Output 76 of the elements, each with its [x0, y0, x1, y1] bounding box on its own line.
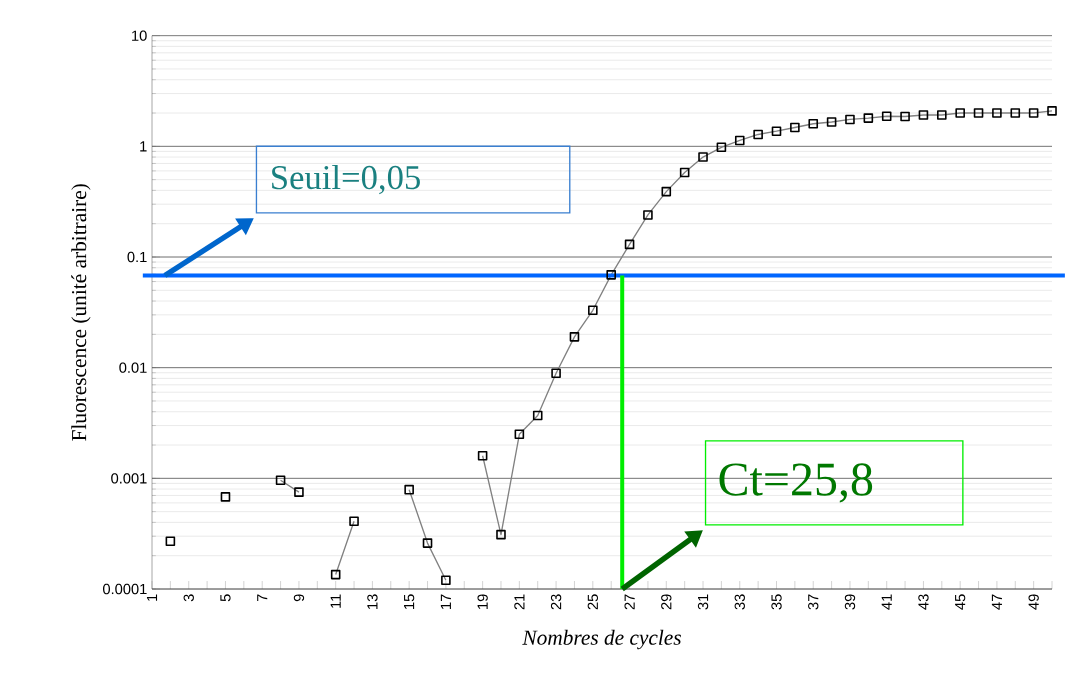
x-tick-label: 23 [550, 594, 562, 610]
point [532, 410, 543, 421]
point [551, 368, 561, 379]
x-tick-label: 3 [183, 594, 194, 602]
point [514, 429, 525, 440]
point [1028, 108, 1039, 118]
point [404, 484, 414, 495]
x-tick-label: 35 [771, 594, 782, 610]
x-tick-label: 17 [440, 594, 451, 609]
point [441, 575, 451, 586]
y-tick-label: 0.1 [127, 251, 147, 263]
x-tick-label: 11 [330, 594, 341, 608]
y-tick-label: 1 [140, 141, 147, 152]
point [1010, 108, 1021, 118]
x-tick-label: 33 [734, 594, 745, 610]
point [826, 117, 837, 127]
annotation: Seuil=0,05 [272, 164, 420, 195]
point [477, 450, 488, 461]
point [661, 186, 672, 197]
point [753, 129, 763, 140]
point [1047, 106, 1057, 116]
point [496, 529, 506, 540]
point [569, 332, 580, 342]
y-tick-label: 0.01 [119, 362, 147, 373]
point [294, 487, 304, 497]
point [881, 111, 892, 122]
point [698, 152, 708, 162]
point [973, 108, 984, 118]
point [716, 142, 727, 153]
point [808, 118, 819, 129]
x-tick-label: 37 [808, 594, 819, 610]
point [863, 113, 874, 123]
point [992, 108, 1002, 118]
y-axis-title: Fluorescence (unité arbitraire) [71, 184, 91, 441]
x-tick-label: 47 [991, 594, 1002, 610]
x-tick-label: 13 [367, 594, 378, 609]
x-tick-label: 15 [404, 594, 415, 609]
x-tick-label: 19 [477, 594, 488, 609]
point [937, 110, 947, 120]
x-tick-label: 7 [257, 594, 268, 602]
x-tick-label: 39 [844, 594, 856, 610]
point [220, 492, 231, 502]
point [330, 569, 341, 580]
point [734, 135, 745, 146]
x-tick-label: 41 [881, 594, 892, 610]
point [588, 305, 598, 316]
point [165, 536, 176, 547]
x-axis-title: Nombres de cycles [522, 629, 681, 650]
y-tick-label: 0.001 [111, 473, 147, 484]
point [845, 114, 855, 125]
x-tick-label: 43 [918, 594, 929, 610]
point [643, 210, 653, 220]
point [606, 270, 616, 280]
x-tick-label: 5 [220, 594, 231, 602]
x-tick-label: 1 [146, 594, 158, 601]
point [624, 239, 635, 250]
x-tick-label: 29 [661, 594, 672, 610]
y-tick-label: 0.0001 [103, 583, 147, 595]
point [790, 122, 800, 133]
point [900, 111, 910, 122]
x-tick-label: 27 [624, 594, 635, 610]
annotation: Ct=25,8 [719, 463, 873, 503]
x-tick-label: 31 [697, 594, 709, 610]
y-tick-label: 10 [132, 30, 147, 41]
x-tick-label: 49 [1028, 594, 1039, 610]
point [918, 110, 929, 120]
x-tick-label: 9 [293, 594, 305, 602]
x-tick-label: 25 [587, 594, 599, 610]
x-tick-label: 21 [514, 594, 525, 610]
point [771, 126, 782, 136]
x-tick-label: 45 [955, 594, 966, 610]
point [679, 167, 690, 178]
point [422, 538, 433, 548]
point [275, 475, 286, 486]
point [349, 516, 359, 526]
point [955, 108, 965, 118]
